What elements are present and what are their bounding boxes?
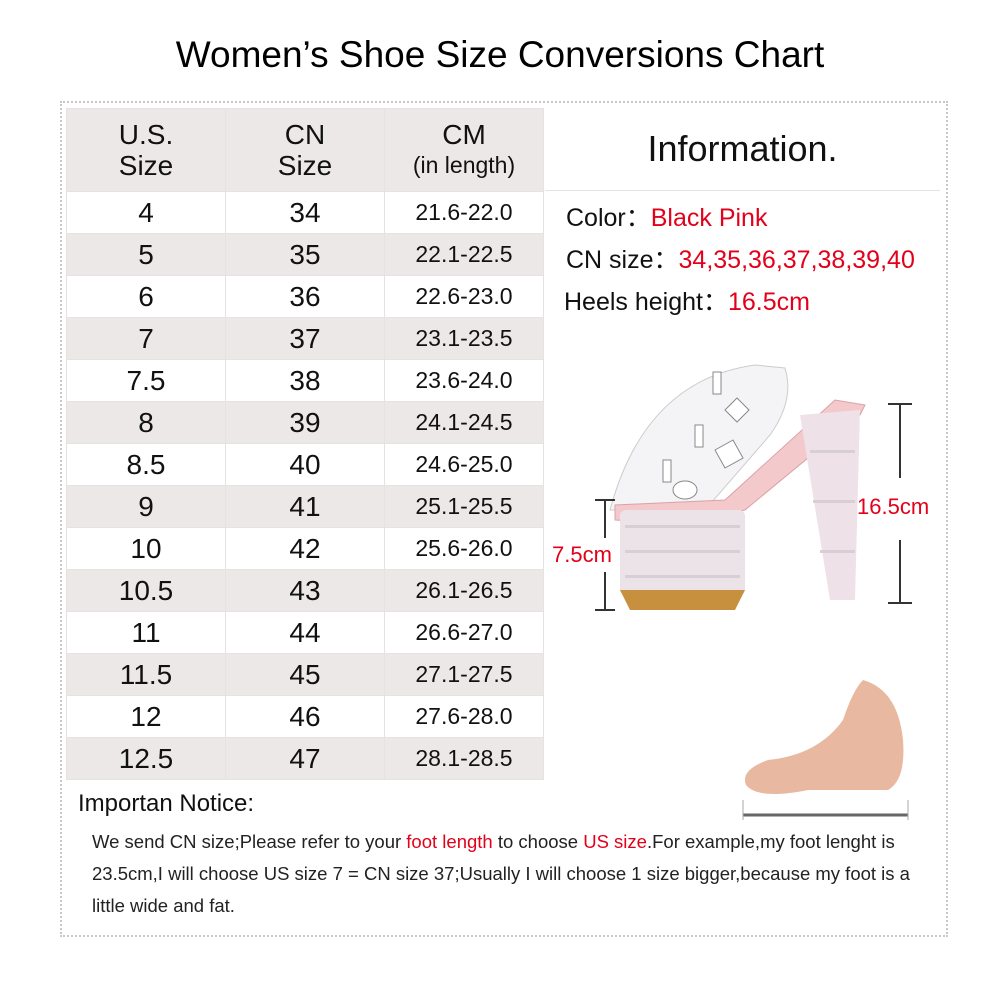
us-size-cell: 10.5 [66,569,226,612]
us-size-cell: 9 [66,485,226,528]
notice-segment: to choose [492,831,584,852]
table-row: 9 41 25.1-25.5 [66,485,544,528]
cm-length-cell: 25.1-25.5 [384,485,544,528]
us-size-cell: 5 [66,233,226,276]
color-value: Black Pink [650,204,768,232]
table-row: 7 37 23.1-23.5 [66,317,544,360]
cn-size-cell: 46 [225,695,385,738]
notice-text: We send CN size;Please refer to your foo… [92,826,932,922]
notice-segment: We send CN size;Please refer to your [92,831,407,852]
cn-size-cell: 41 [225,485,385,528]
table-row: 8.5 40 24.6-25.0 [66,443,544,486]
cn-size-cell: 36 [225,275,385,318]
cm-length-cell: 27.1-27.5 [384,653,544,696]
us-size-cell: 6 [66,275,226,318]
us-size-cell: 4 [66,191,226,234]
cm-length-cell: 22.6-23.0 [384,275,544,318]
notice-title: Importan Notice: [78,790,255,817]
cn-size-cell: 43 [225,569,385,612]
color-label: Color： [566,204,651,232]
table-row: 5 35 22.1-22.5 [66,233,544,276]
column-header: U.S. Size [66,108,226,192]
cm-length-cell: 23.6-24.0 [384,359,544,402]
info-size: CN size：34,35,36,37,38,39,40 [566,240,915,276]
cm-length-cell: 26.6-27.0 [384,611,544,654]
header-line2: (in length) [412,152,516,178]
table-row: 6 36 22.6-23.0 [66,275,544,318]
column-header: CN Size [225,108,385,192]
us-size-cell: 8 [66,401,226,444]
us-size-cell: 12 [66,695,226,738]
us-size-cell: 12.5 [66,737,226,780]
cn-size-cell: 35 [225,233,385,276]
size-table: U.S. Size CN Size CM (in length) 4 34 21.6-22.0… [66,108,544,780]
cn-size-cell: 45 [225,653,385,696]
size-value: 34,35,36,37,38,39,40 [678,246,915,274]
chart-frame [60,101,948,937]
table-row: 12.5 47 28.1-28.5 [66,737,544,780]
shoe-image [595,364,912,611]
cm-length-cell: 21.6-22.0 [384,191,544,234]
header-line2: Size [118,150,174,181]
heel-value: 16.5cm [727,288,810,316]
cn-size-cell: 44 [225,611,385,654]
cm-length-cell: 22.1-22.5 [384,233,544,276]
cm-length-cell: 27.6-28.0 [384,695,544,738]
us-size-cell: 7 [66,317,226,360]
cn-size-cell: 42 [225,527,385,570]
table-row: 12 46 27.6-28.0 [66,695,544,738]
highlight-text: US size [583,831,647,852]
us-size-cell: 8.5 [66,443,226,486]
table-row: 8 39 24.1-24.5 [66,401,544,444]
cm-length-cell: 25.6-26.0 [384,527,544,570]
info-heel: Heels height：16.5cm [564,282,810,318]
us-size-cell: 11.5 [66,653,226,696]
cm-length-cell: 23.1-23.5 [384,317,544,360]
highlight-text: foot length [406,831,493,852]
notice-segment: .For example,my foot lenght is 23.5cm,I … [92,831,910,916]
column-header: CM (in length) [384,108,544,192]
cn-size-cell: 39 [225,401,385,444]
foot-image [742,680,909,820]
header-line1: U.S. [118,119,174,150]
cn-size-cell: 38 [225,359,385,402]
information-heading: Information. [545,108,940,191]
table-row: 10 42 25.6-26.0 [66,527,544,570]
header-line2: Size [277,150,333,181]
cn-size-cell: 34 [225,191,385,234]
cm-length-cell: 24.6-25.0 [384,443,544,486]
size-label: CN size： [566,246,679,274]
header-line1: CM [442,119,486,150]
platform-height-label: 7.5cm [552,542,612,567]
cm-length-cell: 28.1-28.5 [384,737,544,780]
table-row: 7.5 38 23.6-24.0 [66,359,544,402]
cm-length-cell: 24.1-24.5 [384,401,544,444]
cn-size-cell: 37 [225,317,385,360]
cn-size-cell: 47 [225,737,385,780]
cn-size-cell: 40 [225,443,385,486]
table-row: 11.5 45 27.1-27.5 [66,653,544,696]
table-row: 10.5 43 26.1-26.5 [66,569,544,612]
page-title: Women’s Shoe Size Conversions Chart [175,34,825,75]
us-size-cell: 11 [66,611,226,654]
us-size-cell: 7.5 [66,359,226,402]
cm-length-cell: 26.1-26.5 [384,569,544,612]
us-size-cell: 10 [66,527,226,570]
heel-label: Heels height： [564,288,728,316]
table-row: 4 34 21.6-22.0 [66,191,544,234]
header-line1: CN [284,119,326,150]
info-color: Color：Black Pink [566,198,767,234]
table-row: 11 44 26.6-27.0 [66,611,544,654]
heel-height-label: 16.5cm [857,494,930,519]
